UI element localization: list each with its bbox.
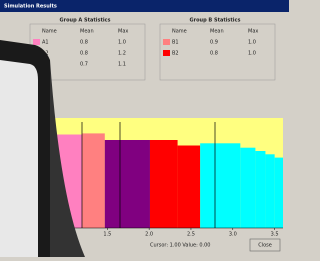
row-cell: 0.9 (210, 40, 218, 46)
bar (275, 158, 283, 228)
column-header: Max (248, 29, 258, 35)
row-name: B2 (172, 51, 179, 57)
row-name: A1 (42, 40, 49, 46)
bar (265, 154, 274, 228)
bar (255, 151, 265, 228)
group-title: Group B Statistics (190, 18, 241, 24)
column-header: Name (172, 29, 187, 35)
row-cell: 0.7 (80, 62, 88, 68)
row-cell: 1.2 (118, 51, 126, 57)
row-name: B1 (172, 40, 179, 46)
color-swatch (163, 39, 170, 45)
row-cell: 1.0 (248, 40, 256, 46)
row-cell: 0.8 (80, 51, 88, 57)
row-cell: 0.8 (210, 51, 218, 57)
row-cell: 1.0 (118, 40, 126, 46)
x-tick-label: 2.0 (145, 232, 153, 238)
window-title: Simulation Results (4, 4, 57, 10)
column-header: Name (42, 29, 57, 35)
page: {"window": {"title": "Simulation Results… (0, 0, 289, 257)
x-tick-label: 2.5 (187, 232, 195, 238)
color-swatch (33, 39, 40, 45)
row-cell: 1.1 (118, 62, 126, 68)
color-swatch (163, 50, 170, 56)
x-tick-label: 3.5 (271, 232, 279, 238)
column-header: Mean (210, 29, 224, 35)
close-button-label[interactable]: Close (258, 243, 272, 249)
bar (82, 133, 105, 228)
x-tick-label: 3.0 (229, 232, 237, 238)
bar (240, 148, 255, 228)
group-title: Group A Statistics (60, 18, 111, 24)
x-tick-label: 1.5 (103, 232, 111, 238)
bar (105, 140, 150, 228)
device-screen (0, 60, 38, 257)
row-cell: 1.0 (248, 51, 256, 57)
bar (150, 140, 178, 228)
bar (178, 146, 201, 229)
row-cell: 0.8 (80, 40, 88, 46)
column-header: Mean (80, 29, 94, 35)
screen: Simulation Results Group A StatisticsNam… (0, 0, 289, 257)
bar (200, 143, 240, 228)
column-header: Max (118, 29, 128, 35)
status-text: Cursor: 1.00 Value: 0.00 (150, 243, 210, 249)
